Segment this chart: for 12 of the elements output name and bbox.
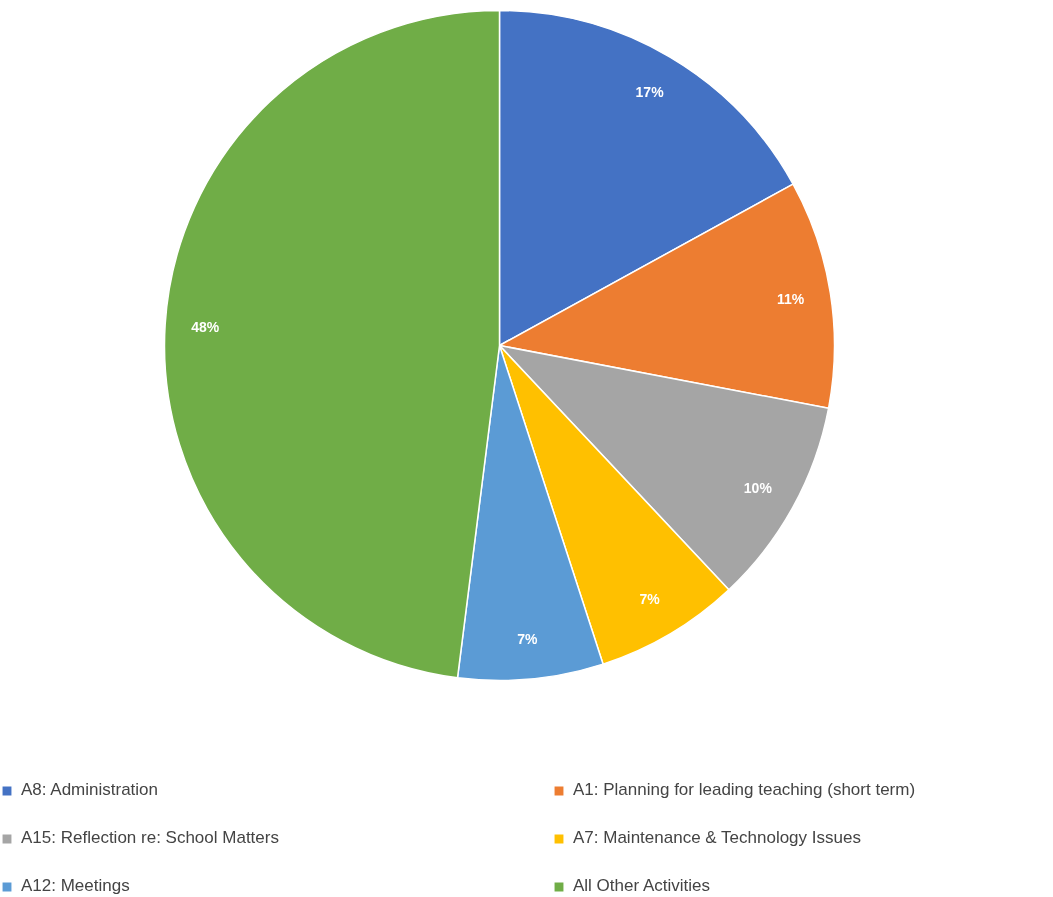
legend-label: A12: Meetings <box>21 875 131 897</box>
legend-label: A15: Reflection re: School Matters <box>21 827 280 849</box>
legend-label: A1: Planning for leading teaching (short term) <box>573 779 917 801</box>
data-label: 7% <box>517 630 538 647</box>
legend-label: A8: Administration <box>21 779 159 801</box>
legend-label: All Other Activities <box>573 875 711 897</box>
legend-label: A7: Maintenance & Technology Issues <box>573 827 862 849</box>
data-label: 48% <box>191 318 220 335</box>
data-label: 17% <box>635 83 665 100</box>
data-label: 10% <box>743 479 773 496</box>
data-label: 11% <box>777 291 805 308</box>
data-label: 7% <box>639 591 661 608</box>
